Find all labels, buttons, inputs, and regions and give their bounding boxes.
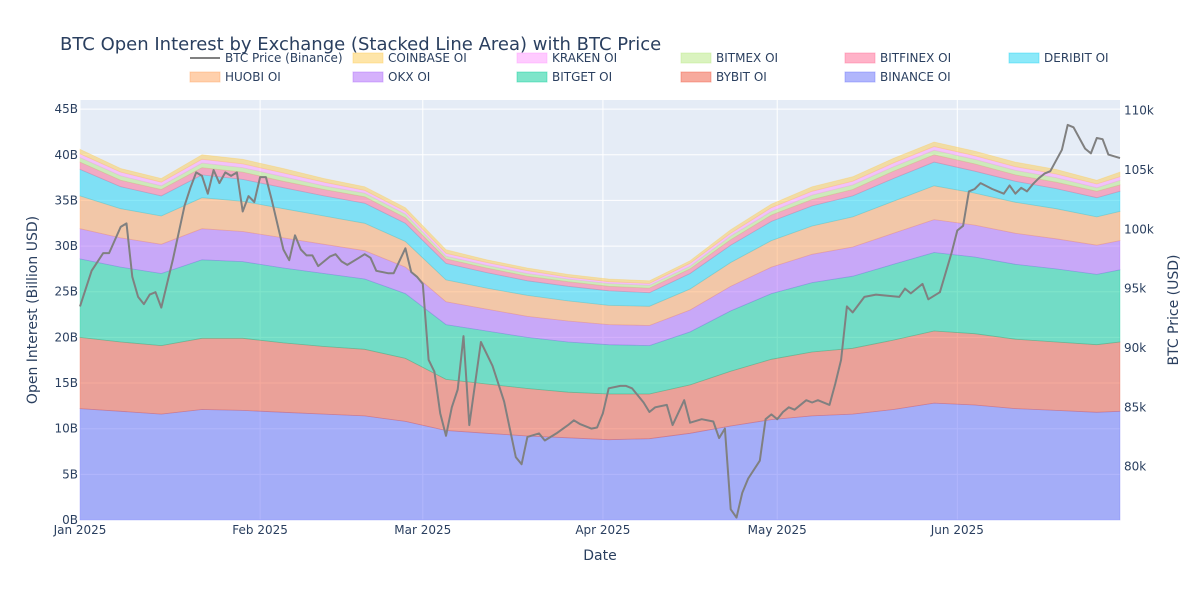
x-tick-label: Jan 2025 [53,523,107,537]
legend-label-bitmex-oi: BITMEX OI [716,51,778,65]
legend-swatch-bybit-oi [680,71,712,83]
y-tick-label: 35B [54,193,78,207]
legend-swatch-bitget-oi [516,71,548,83]
y2-tick-label: 100k [1124,222,1154,236]
area-coinbase-oi [79,141,1121,284]
y-tick-label: 20B [54,330,78,344]
stacked-areas [79,141,1121,521]
x-tick-label: Feb 2025 [232,523,288,537]
y-tick-label: 15B [54,376,78,390]
y2-tick-label: 110k [1124,104,1154,118]
x-tick-label: Mar 2025 [394,523,451,537]
x-tick-label: May 2025 [748,523,807,537]
y2-tick-label: 80k [1124,460,1146,474]
y2-tick-label: 95k [1124,282,1146,296]
legend-label-okx-oi: OKX OI [388,70,430,84]
y-tick-label: 25B [54,285,78,299]
y-tick-label: 0B [62,513,78,527]
y2-axis-title: BTC Price (USD) [1166,254,1182,365]
x-tick-label: Apr 2025 [575,523,630,537]
legend-label-bybit-oi: BYBIT OI [716,70,767,84]
legend-label-bitget-oi: BITGET OI [552,70,612,84]
legend-swatch-bitmex-oi [680,52,712,64]
y-tick-label: 10B [54,422,78,436]
legend-swatch-coinbase-oi [352,52,384,64]
legend-swatch-binance-oi [844,71,876,83]
legend-swatch-bitfinex-oi [844,52,876,64]
legend-swatch-huobi-oi [189,71,221,83]
legend-label-btc-price-binance: BTC Price (Binance) [225,51,343,65]
legend-label-bitfinex-oi: BITFINEX OI [880,51,951,65]
y-tick-label: 5B [62,467,78,481]
x-axis-title: Date [583,548,616,564]
x-tick-label: Jun 2025 [930,523,984,537]
y-tick-label: 45B [54,102,78,116]
y2-tick-label: 85k [1124,400,1146,414]
x-axis-ticks: Jan 2025 Feb 2025 Mar 2025 Apr 2025 May 2025… [53,523,984,537]
legend: BTC Price (Binance) COINBASE OI KRAKEN OI B… [189,51,1109,84]
chart-title: BTC Open Interest by Exchange (Stacked L… [60,34,661,55]
legend-label-deribit-oi: DERIBIT OI [1044,51,1109,65]
legend-swatch-kraken-oi [516,52,548,64]
legend-label-huobi-oi: HUOBI OI [225,70,281,84]
btc-price-line [79,123,1121,519]
price-line-layer [79,123,1121,519]
y2-tick-label: 90k [1124,341,1146,355]
y-axis-title: Open Interest (Billion USD) [25,216,41,404]
y2-axis-ticks: 80k 85k 90k 95k 100k 105k 110k [1124,104,1154,474]
y2-tick-label: 105k [1124,163,1154,177]
y-tick-label: 40B [54,148,78,162]
y-axis-ticks: 0B 5B 10B 15B 20B 25B 30B 35B 40B 45B [54,102,78,527]
legend-swatch-okx-oi [352,71,384,83]
legend-swatch-deribit-oi [1008,52,1040,64]
legend-label-coinbase-oi: COINBASE OI [388,51,467,65]
legend-label-kraken-oi: KRAKEN OI [552,51,617,65]
y-tick-label: 30B [54,239,78,253]
legend-label-binance-oi: BINANCE OI [880,70,951,84]
